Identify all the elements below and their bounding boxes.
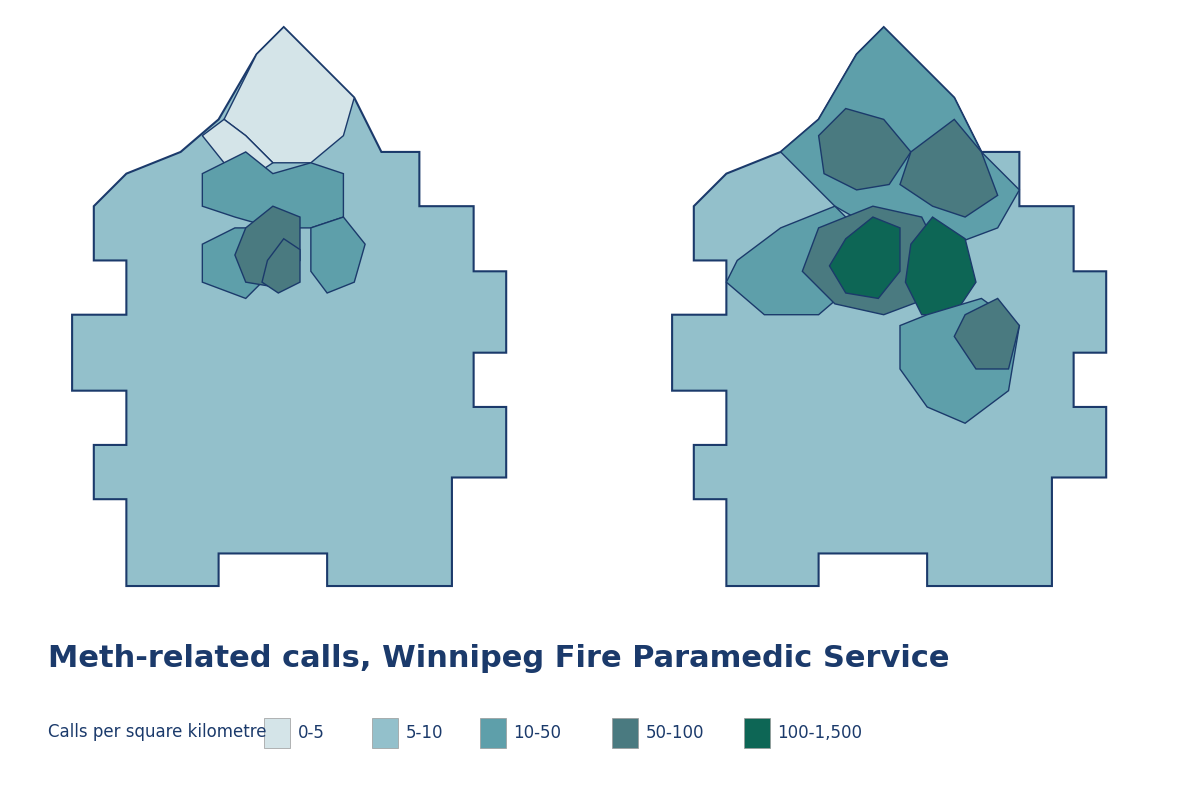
Polygon shape [900,298,1019,423]
Polygon shape [906,217,976,314]
Polygon shape [203,152,343,228]
Polygon shape [818,109,911,190]
Text: Meth-related calls, Winnipeg Fire Paramedic Service: Meth-related calls, Winnipeg Fire Parame… [48,644,949,673]
Text: 50-100: 50-100 [646,724,704,742]
Polygon shape [72,27,506,586]
Polygon shape [829,217,900,298]
Polygon shape [803,206,943,314]
Polygon shape [726,206,857,314]
Polygon shape [954,298,1019,369]
Text: 0-5: 0-5 [298,724,324,742]
Polygon shape [235,206,300,287]
Polygon shape [203,119,272,174]
Polygon shape [311,217,365,293]
Polygon shape [672,27,1106,586]
Polygon shape [262,238,300,293]
Polygon shape [781,27,1019,244]
Polygon shape [900,119,997,217]
Text: Calls per square kilometre: Calls per square kilometre [48,723,266,741]
Text: 100-1,500: 100-1,500 [778,724,863,742]
Text: 10-50: 10-50 [514,724,562,742]
Polygon shape [203,228,272,298]
Text: 5-10: 5-10 [406,724,443,742]
Polygon shape [224,27,354,162]
